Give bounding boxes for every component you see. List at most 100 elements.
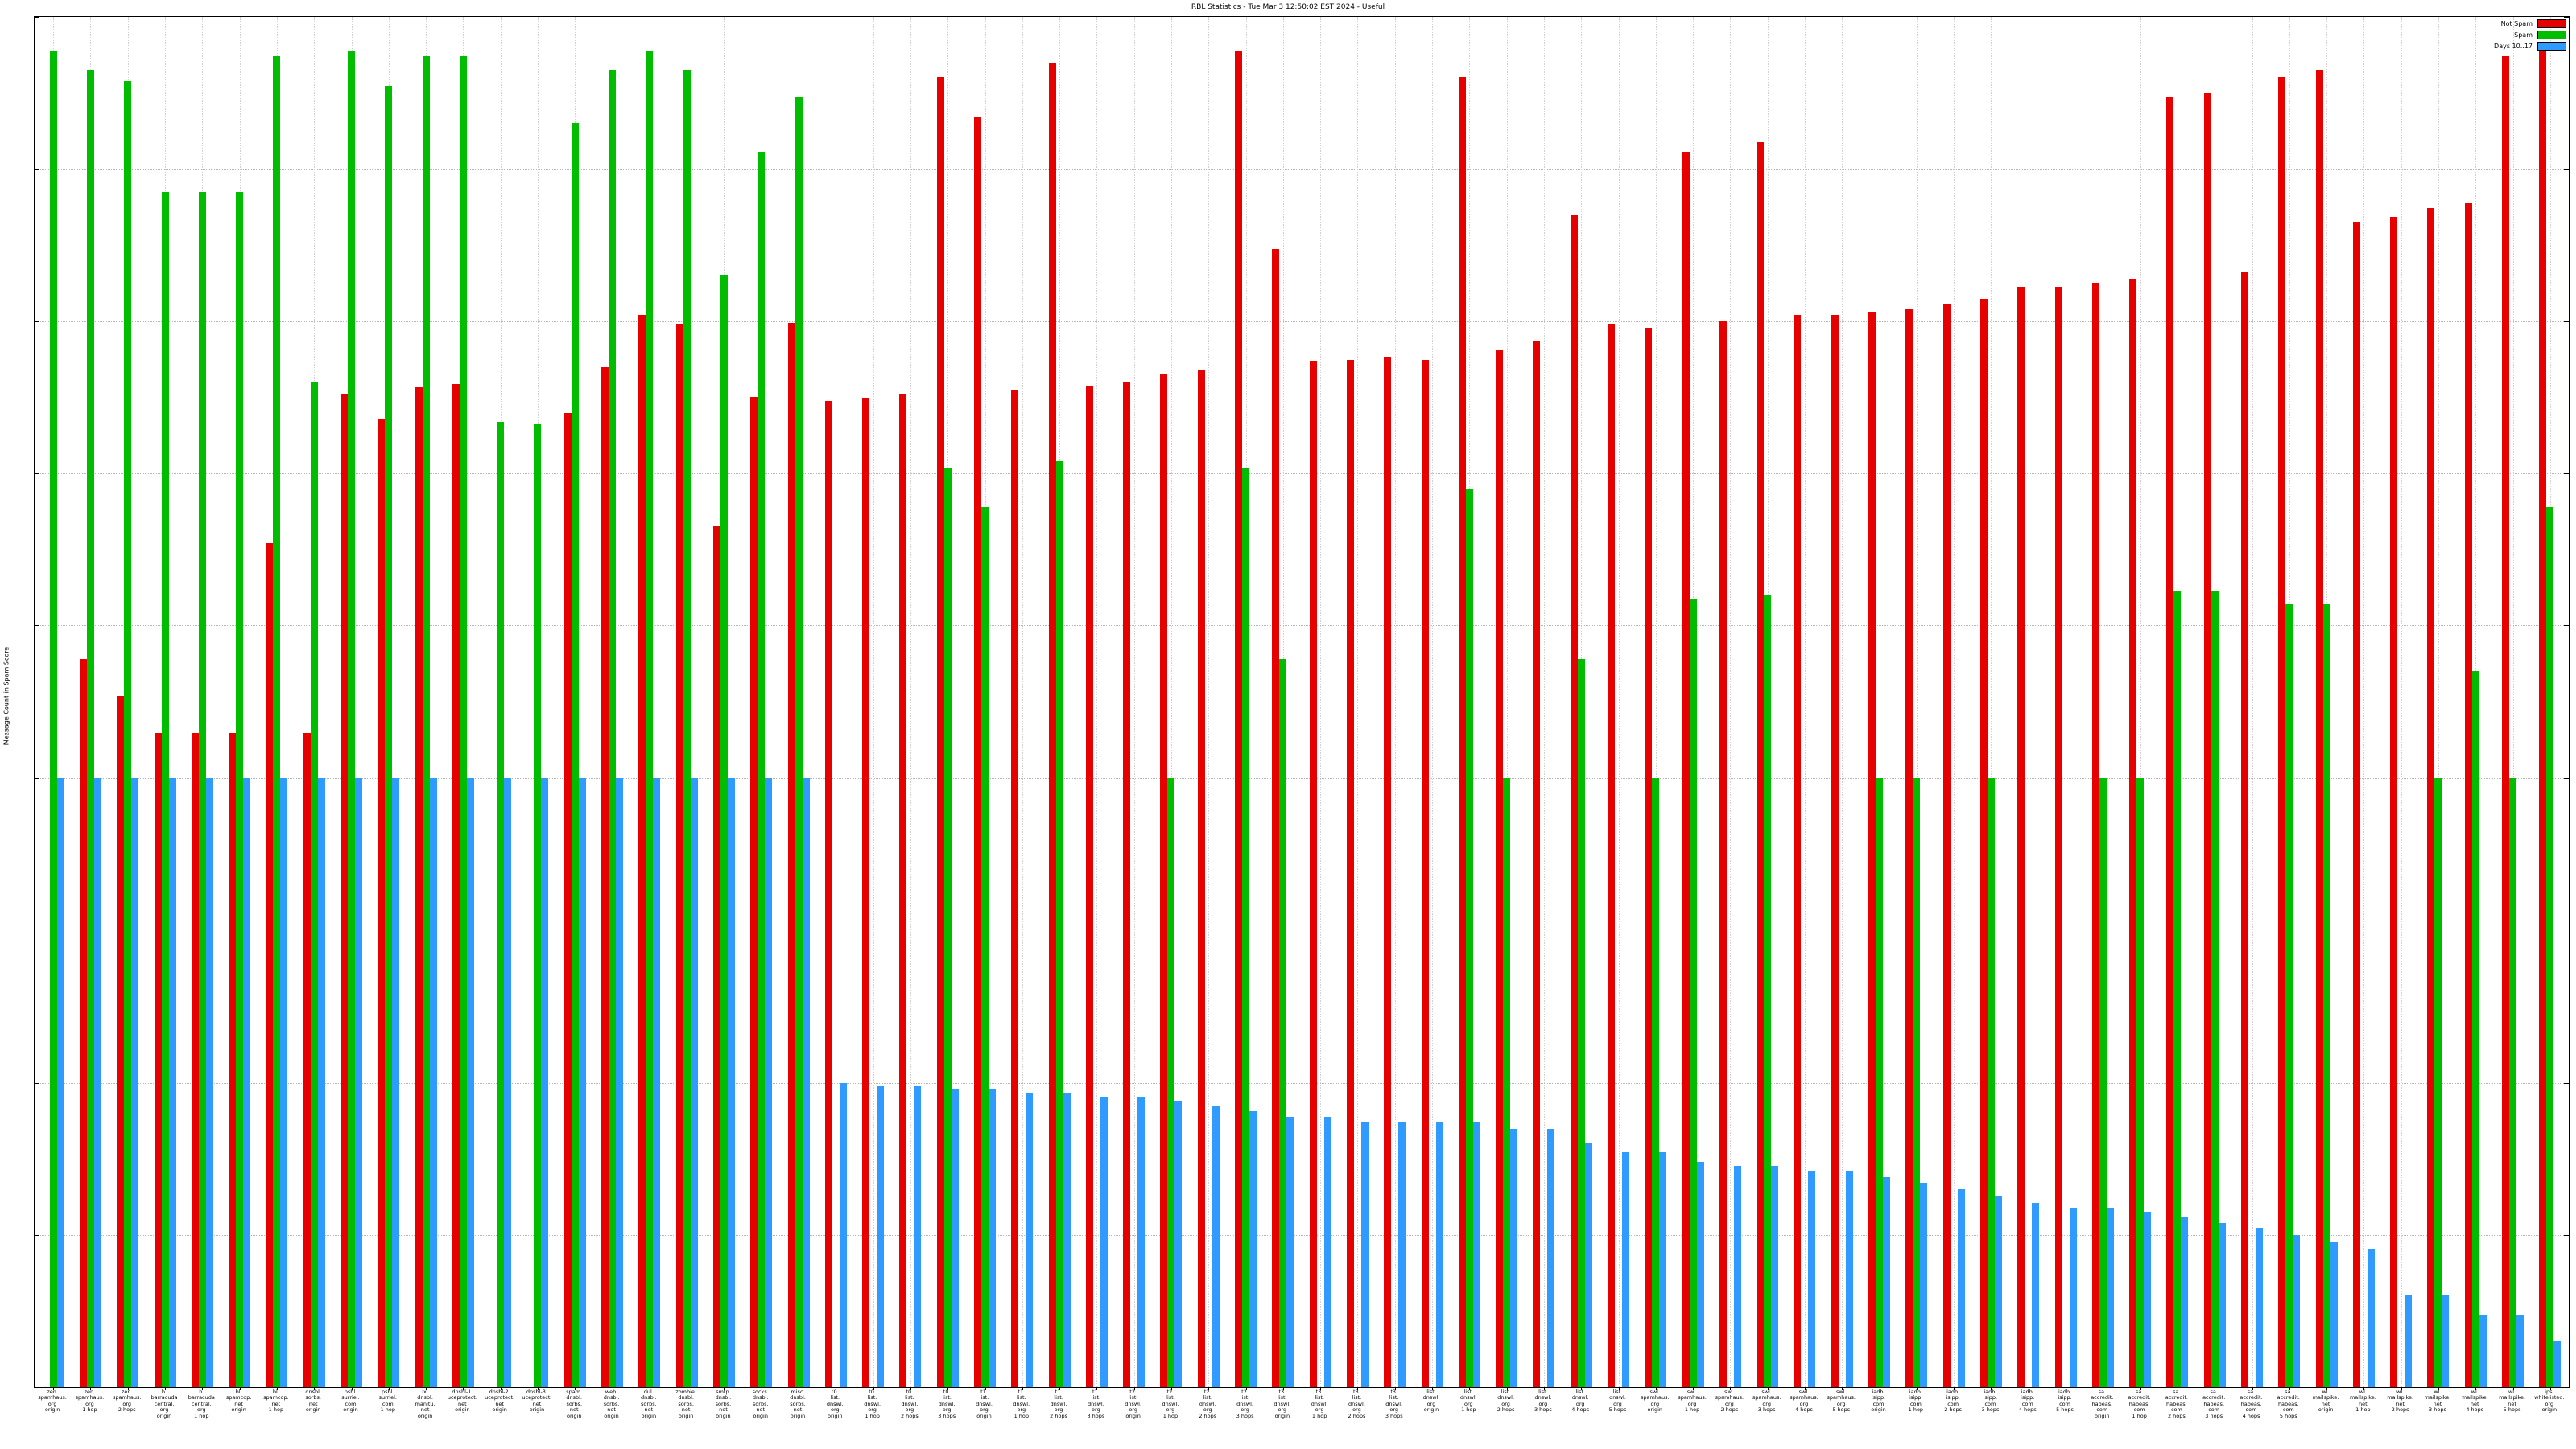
gridline-vertical bbox=[1804, 17, 1806, 1387]
x-tick-mark bbox=[537, 1387, 539, 1390]
bar-days-10-17 bbox=[2218, 1222, 2226, 1387]
x-tick-mark bbox=[276, 1387, 278, 1390]
x-category-label: t1. list. dnswl. org origin bbox=[976, 1389, 993, 1419]
x-category-label: iadb. isipp. com 4 hops bbox=[2018, 1389, 2037, 1414]
x-tick-mark bbox=[1469, 1387, 1471, 1390]
x-category-label: iadb. isipp. com origin bbox=[1871, 1389, 1886, 1414]
bar-spam bbox=[273, 56, 281, 1387]
bar-days-10-17 bbox=[1808, 1171, 1816, 1387]
bar-days-10-17 bbox=[1435, 1121, 1443, 1387]
x-tick-mark bbox=[351, 1387, 353, 1390]
bar-not-spam bbox=[1309, 361, 1317, 1387]
bar-days-10-17 bbox=[1174, 1101, 1183, 1387]
x-category-label: wl. mailspike. net 5 hops bbox=[2499, 1389, 2525, 1414]
x-category-label: iadb. isipp. com 3 hops bbox=[1981, 1389, 2000, 1414]
bar-not-spam bbox=[974, 117, 981, 1387]
bar-not-spam bbox=[2241, 272, 2248, 1387]
bar-spam bbox=[124, 80, 132, 1387]
bar-not-spam bbox=[117, 695, 125, 1387]
gridline-horizontal bbox=[35, 778, 2569, 779]
bar-spam bbox=[198, 192, 206, 1387]
bar-days-10-17 bbox=[1063, 1093, 1071, 1387]
bar-spam bbox=[2546, 507, 2554, 1387]
bar-not-spam bbox=[79, 659, 87, 1387]
x-tick-mark bbox=[1842, 1387, 1843, 1390]
x-category-label: iadb. isipp. com 1 hop bbox=[1908, 1389, 1924, 1414]
x-tick-mark bbox=[1208, 1387, 1210, 1390]
x-tick-mark bbox=[1655, 1387, 1657, 1390]
bar-not-spam bbox=[1608, 324, 1615, 1387]
bar-days-10-17 bbox=[1510, 1128, 1518, 1387]
bar-days-10-17 bbox=[317, 778, 325, 1387]
bar-days-10-17 bbox=[1249, 1111, 1257, 1387]
bar-not-spam bbox=[2315, 69, 2323, 1387]
gridline-horizontal bbox=[35, 1234, 2569, 1236]
bar-spam bbox=[1987, 778, 1995, 1387]
bar-not-spam bbox=[191, 732, 199, 1387]
x-category-label: t3. list. dnswl. org 2 hops bbox=[1348, 1389, 1366, 1419]
x-category-label: wl. mailspike. net 3 hops bbox=[2424, 1389, 2451, 1414]
bar-spam bbox=[943, 467, 952, 1387]
bar-spam bbox=[310, 382, 318, 1387]
bar-not-spam bbox=[1085, 385, 1093, 1387]
x-tick-mark bbox=[1357, 1387, 1359, 1390]
gridline-vertical bbox=[1320, 17, 1322, 1387]
bar-days-10-17 bbox=[1622, 1151, 1629, 1387]
bar-not-spam bbox=[564, 413, 572, 1387]
gridline-vertical bbox=[1394, 17, 1396, 1387]
gridline-vertical bbox=[1133, 17, 1135, 1387]
bar-days-10-17 bbox=[2479, 1314, 2487, 1387]
x-tick-mark bbox=[1432, 1387, 1434, 1390]
bar-not-spam bbox=[2203, 92, 2211, 1387]
gridline-horizontal bbox=[35, 321, 2569, 323]
bar-spam bbox=[683, 69, 691, 1387]
gridline-vertical bbox=[2512, 17, 2514, 1387]
x-tick-mark bbox=[388, 1387, 390, 1390]
bar-spam bbox=[1764, 594, 1772, 1387]
bar-not-spam bbox=[1011, 390, 1019, 1387]
x-tick-mark bbox=[90, 1387, 92, 1390]
x-category-label: ips. whitelisted. org origin bbox=[2534, 1389, 2565, 1414]
bar-not-spam bbox=[1197, 369, 1205, 1387]
bar-spam bbox=[1913, 778, 1921, 1387]
gridline-vertical bbox=[1208, 17, 1210, 1387]
bar-not-spam bbox=[2054, 286, 2062, 1387]
bar-not-spam bbox=[787, 322, 795, 1387]
x-category-label: sa. accredit. habeas. com 5 hops bbox=[2277, 1389, 2300, 1419]
bar-not-spam bbox=[1235, 50, 1243, 1387]
bar-not-spam bbox=[378, 418, 386, 1387]
x-category-label: spam. dnsbl. sorbs. net origin bbox=[566, 1389, 583, 1419]
bar-spam bbox=[1689, 599, 1697, 1387]
bar-spam bbox=[2136, 778, 2145, 1387]
bar-not-spam bbox=[2017, 286, 2025, 1387]
legend-color-swatch bbox=[2537, 31, 2566, 39]
bar-spam bbox=[459, 56, 467, 1387]
gridline-horizontal bbox=[35, 625, 2569, 627]
gridline-vertical bbox=[1618, 17, 1620, 1387]
bar-not-spam bbox=[2502, 56, 2510, 1387]
x-category-label: list. dnswl. org 5 hops bbox=[1608, 1389, 1627, 1414]
x-tick-mark bbox=[910, 1387, 911, 1390]
bar-days-10-17 bbox=[2069, 1208, 2077, 1387]
gridline-vertical bbox=[1357, 17, 1359, 1387]
y-tick-mark bbox=[35, 1387, 39, 1388]
bar-days-10-17 bbox=[1137, 1097, 1146, 1387]
bar-days-10-17 bbox=[2442, 1295, 2450, 1387]
x-category-label: list. dnswl. org 2 hops bbox=[1496, 1389, 1515, 1414]
x-tick-mark bbox=[2512, 1387, 2514, 1390]
bar-days-10-17 bbox=[1100, 1097, 1108, 1387]
bar-not-spam bbox=[1160, 374, 1168, 1387]
x-category-label: t2. list. dnswl. org 1 hop bbox=[1162, 1389, 1179, 1419]
x-category-label: sa. accredit. habeas. com 4 hops bbox=[2240, 1389, 2263, 1419]
x-category-label: dul. dnsbl. sorbs. net origin bbox=[641, 1389, 657, 1419]
bar-not-spam bbox=[1757, 142, 1765, 1387]
x-tick-mark bbox=[426, 1387, 427, 1390]
bar-days-10-17 bbox=[1733, 1166, 1741, 1387]
bar-days-10-17 bbox=[839, 1082, 847, 1387]
bar-days-10-17 bbox=[205, 778, 213, 1387]
bar-not-spam bbox=[601, 367, 609, 1387]
x-tick-mark bbox=[2326, 1387, 2328, 1390]
bar-spam bbox=[534, 424, 542, 1387]
bar-days-10-17 bbox=[802, 778, 810, 1387]
y-tick-mark bbox=[2564, 778, 2569, 779]
